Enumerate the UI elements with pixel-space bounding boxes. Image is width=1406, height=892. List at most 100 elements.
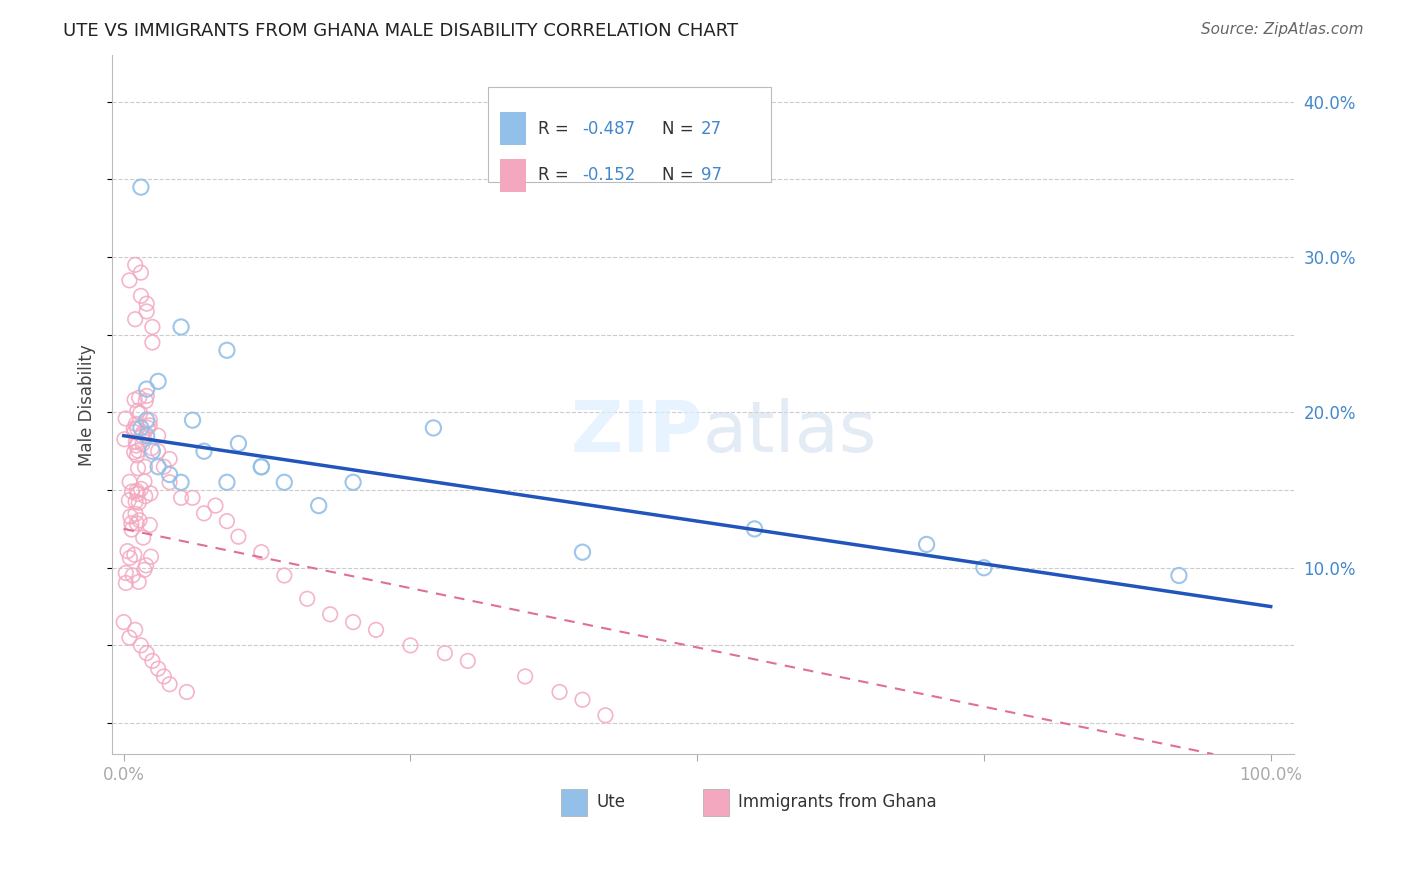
Point — [121, 568, 143, 582]
Point — [176, 685, 198, 699]
Point — [146, 459, 169, 474]
Point — [308, 499, 330, 513]
Point — [273, 475, 295, 490]
Point — [134, 475, 156, 489]
Point — [153, 459, 176, 474]
Point — [125, 483, 148, 498]
Point — [193, 507, 215, 521]
Point — [118, 550, 141, 565]
Text: Immigrants from Ghana: Immigrants from Ghana — [738, 793, 936, 811]
Point — [433, 646, 456, 660]
Point — [125, 434, 148, 449]
Point — [193, 444, 215, 458]
Point — [135, 296, 157, 310]
Point — [399, 639, 422, 653]
Point — [127, 422, 149, 436]
Point — [571, 545, 593, 559]
Point — [124, 392, 146, 407]
Point — [141, 444, 163, 458]
Point — [117, 544, 139, 558]
Point — [215, 514, 238, 528]
Point — [124, 548, 146, 562]
Point — [297, 591, 319, 606]
Point — [973, 560, 995, 574]
Point — [146, 428, 169, 442]
Point — [134, 489, 156, 503]
Point — [136, 421, 159, 435]
Point — [228, 436, 250, 450]
Text: 97: 97 — [700, 167, 721, 185]
Point — [118, 493, 141, 508]
Point — [128, 513, 150, 527]
FancyBboxPatch shape — [703, 789, 728, 815]
Point — [181, 491, 204, 505]
Point — [114, 566, 136, 580]
Point — [127, 461, 149, 475]
Point — [146, 662, 169, 676]
Text: R =: R = — [537, 120, 574, 137]
Point — [515, 669, 537, 683]
Point — [128, 391, 150, 405]
Text: R =: R = — [537, 167, 574, 185]
Point — [118, 631, 141, 645]
Point — [181, 413, 204, 427]
Point — [1167, 568, 1189, 582]
Point — [135, 382, 157, 396]
FancyBboxPatch shape — [499, 112, 526, 145]
Point — [124, 312, 146, 326]
Point — [135, 413, 157, 427]
Point — [342, 615, 364, 629]
Point — [125, 417, 148, 431]
Point — [132, 531, 155, 545]
Y-axis label: Male Disability: Male Disability — [79, 343, 96, 466]
FancyBboxPatch shape — [488, 87, 772, 182]
Point — [364, 623, 387, 637]
Point — [342, 475, 364, 490]
Point — [127, 404, 149, 418]
Point — [120, 516, 142, 531]
Point — [129, 406, 152, 420]
Point — [215, 343, 238, 358]
Point — [159, 677, 181, 691]
Point — [153, 669, 176, 683]
Text: N =: N = — [662, 120, 699, 137]
FancyBboxPatch shape — [561, 789, 588, 815]
Point — [128, 496, 150, 510]
Point — [122, 421, 145, 435]
Point — [112, 432, 135, 446]
Point — [120, 509, 142, 524]
Text: -0.487: -0.487 — [582, 120, 636, 137]
Point — [121, 523, 143, 537]
Text: Ute: Ute — [596, 793, 626, 811]
Point — [548, 685, 571, 699]
Point — [121, 484, 143, 499]
Point — [146, 444, 169, 458]
Point — [744, 522, 766, 536]
Point — [129, 482, 152, 496]
Text: N =: N = — [662, 167, 699, 185]
Point — [125, 438, 148, 452]
Point — [118, 273, 141, 287]
Point — [129, 639, 152, 653]
Point — [139, 517, 162, 532]
Point — [250, 545, 273, 559]
Point — [135, 558, 157, 573]
Point — [131, 437, 153, 451]
Point — [139, 413, 162, 427]
Point — [128, 574, 150, 589]
Point — [124, 494, 146, 508]
Point — [457, 654, 479, 668]
Point — [112, 615, 135, 629]
Point — [118, 475, 141, 489]
Point — [115, 576, 138, 591]
Point — [228, 530, 250, 544]
Point — [135, 393, 157, 408]
Point — [114, 411, 136, 425]
Point — [159, 452, 181, 467]
Point — [135, 389, 157, 403]
Point — [422, 421, 444, 435]
Point — [170, 320, 193, 334]
Point — [141, 320, 163, 334]
Point — [159, 467, 181, 482]
Text: ZIP: ZIP — [571, 398, 703, 467]
